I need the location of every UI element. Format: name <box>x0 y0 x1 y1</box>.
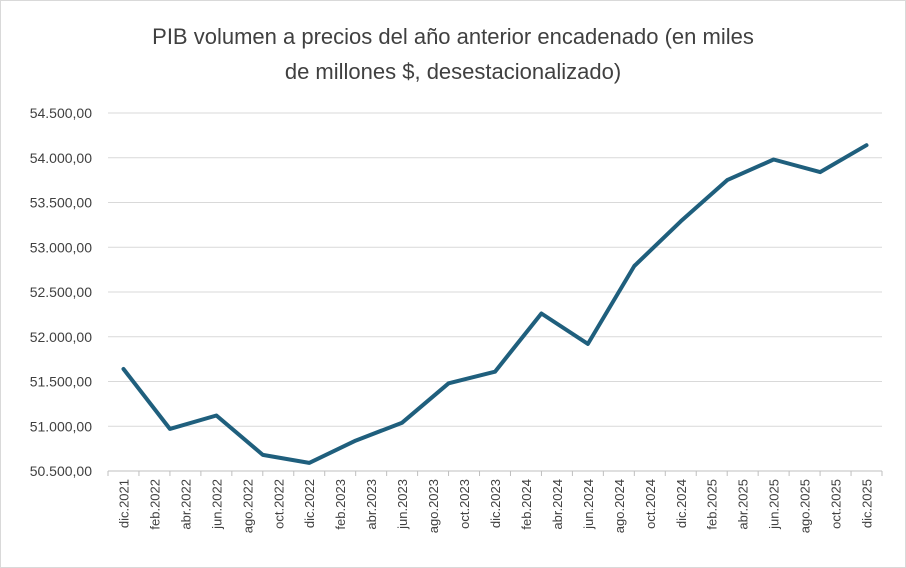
x-tick-label: jun.2023 <box>395 479 410 530</box>
x-tick-label: ago.2022 <box>240 479 255 533</box>
y-tick-label: 54.500,00 <box>30 105 92 121</box>
chart-title-line-1: PIB volumen a precios del año anterior e… <box>152 24 754 49</box>
y-tick-label: 50.500,00 <box>30 463 92 479</box>
data-point <box>447 381 451 385</box>
data-point <box>400 421 404 425</box>
gridlines <box>108 112 882 427</box>
x-tick-label: feb.2025 <box>705 479 720 530</box>
x-tick-label: jun.2025 <box>767 479 782 530</box>
y-tick-label: 53.500,00 <box>30 195 92 211</box>
x-tick-label: abr.2023 <box>364 479 379 530</box>
x-tick-label: ago.2025 <box>798 479 813 533</box>
x-tick-label: dic.2023 <box>488 479 503 528</box>
x-tick-label: oct.2024 <box>643 479 658 529</box>
x-tick-label: jun.2022 <box>209 479 224 530</box>
data-point <box>261 453 265 457</box>
x-tick-label: oct.2023 <box>457 479 472 529</box>
data-point <box>586 342 590 346</box>
chart-title: PIB volumen a precios del año anterior e… <box>152 24 754 84</box>
x-tick-label: feb.2024 <box>519 479 534 530</box>
x-tick-label: jun.2024 <box>581 479 596 530</box>
data-point <box>818 170 822 174</box>
series <box>121 143 869 465</box>
y-tick-label: 54.000,00 <box>30 150 92 166</box>
data-point <box>539 311 543 315</box>
data-point <box>632 264 636 268</box>
data-point <box>772 158 776 162</box>
x-tick-label: dic.2021 <box>116 479 131 528</box>
data-point <box>493 370 497 374</box>
y-tick-label: 52.500,00 <box>30 284 92 300</box>
x-tick-label: oct.2022 <box>271 479 286 529</box>
x-axis: dic.2021 feb.2022 abr.2022 jun.2022 ago.2022… <box>107 470 883 533</box>
y-tick-label: 51.000,00 <box>30 418 92 434</box>
x-tick-label: dic.2024 <box>674 479 689 528</box>
series-line <box>121 143 869 465</box>
y-axis-tick-labels: 50.500,00 51.000,00 51.500,00 52.000,00 52.5… <box>30 105 92 479</box>
y-tick-label: 53.000,00 <box>30 239 92 255</box>
data-point <box>679 219 683 223</box>
x-tick-label: ago.2023 <box>426 479 441 533</box>
x-tick-label: abr.2024 <box>550 479 565 530</box>
x-tick-label: abr.2025 <box>736 479 751 530</box>
x-tick-label: feb.2022 <box>147 479 162 530</box>
y-tick-label: 52.000,00 <box>30 329 92 345</box>
x-tick-label: dic.2022 <box>302 479 317 528</box>
x-tick-label: oct.2025 <box>829 479 844 529</box>
chart-title-line-2: de millones $, desestacionalizado) <box>285 59 621 84</box>
x-tick-label: dic.2025 <box>860 479 875 528</box>
data-point <box>121 367 125 371</box>
x-tick-label: ago.2024 <box>612 479 627 533</box>
data-point <box>865 143 869 147</box>
data-point <box>354 439 358 443</box>
data-point <box>214 414 218 418</box>
x-tick-label: abr.2022 <box>178 479 193 530</box>
data-point <box>168 427 172 431</box>
x-tick-label: feb.2023 <box>333 479 348 530</box>
y-tick-label: 51.500,00 <box>30 374 92 390</box>
data-point <box>307 461 311 465</box>
data-point <box>725 178 729 182</box>
